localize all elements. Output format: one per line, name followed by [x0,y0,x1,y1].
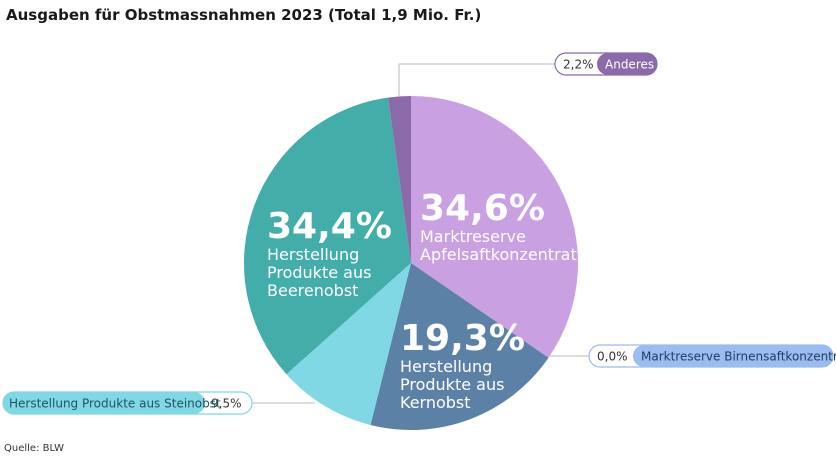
callout-anderes: 2,2% Anderes [398,52,658,97]
slice-label-line: Produkte aus [267,263,371,282]
slice-label-line: Beerenobst [267,281,358,300]
slice-label-line: Apfelsaftkonzentrat [420,245,577,264]
slice-herstellung-produkte-aus-steinobst [286,263,411,426]
slice-label-line: Kernobst [400,393,471,412]
slice-label-line: Herstellung [400,357,492,376]
chart-title: Ausgaben für Obstmassnahmen 2023 (Total … [6,6,482,24]
slice-herstellung-produkte-aus-kernobst [370,263,549,430]
slice-herstellung-produkte-aus-beerenobst [244,97,411,375]
slice-label-line: Produkte aus [400,375,504,394]
callout-label: Marktreserve Birnensaftkonzentrat [641,350,836,364]
callout-percent: 2,2% [563,58,594,72]
source-note: Quelle: BLW [4,443,65,454]
callout-percent: 0,0% [597,350,628,364]
slice-percent: 34,4% [267,206,392,247]
slice-percent: 19,3% [400,318,525,359]
slice-percent: 34,6% [420,188,545,229]
slice-anderes [387,96,411,263]
slice-marktreserve-apfelsaftkonzentrat [411,96,579,358]
callout-herstellung-produkte-aus-steinobst: 9,5%Herstellung Produkte aus Steinobst [2,391,315,415]
callout-marktreserve-birnensaftkonzentrat: 0,0% Marktreserve Birnensaftkonzentrat [548,344,836,368]
slice-label-line: Herstellung [267,245,359,264]
callout-label: Anderes [605,58,654,72]
callout-percent: 9,5% [211,397,242,411]
slice-label-line: Marktreserve [420,227,526,246]
callout-label: Herstellung Produkte aus Steinobst [9,397,221,411]
